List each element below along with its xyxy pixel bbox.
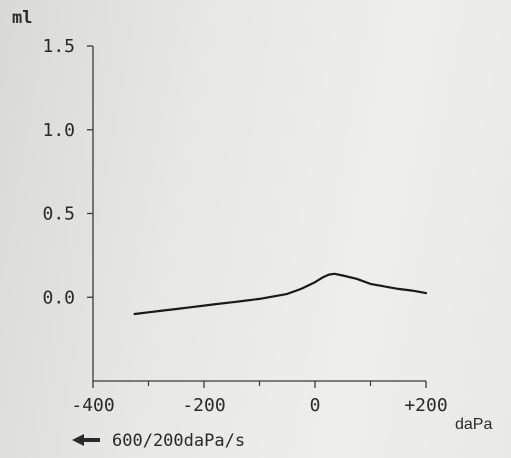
y-tick-label: 0.0 [42, 287, 75, 308]
y-axis-unit-label: ml [12, 8, 32, 28]
y-tick-label: 1.0 [42, 120, 75, 141]
x-axis-unit-label: daPa [455, 416, 492, 433]
y-tick-label: 0.5 [42, 204, 75, 225]
scan-rate-label: 600/200daPa/s [112, 431, 245, 451]
x-tick-label: +200 [404, 395, 447, 416]
y-tick-label: 1.5 [42, 36, 75, 57]
x-tick-label: -400 [71, 395, 114, 416]
x-tick-label: 0 [310, 395, 321, 416]
arrow-left-icon [72, 434, 100, 446]
series-line [133, 272, 428, 316]
x-tick-label: -200 [182, 395, 225, 416]
chart-ticks [87, 45, 427, 388]
chart-tick-labels: 0.0 0.5 1.0 1.5 -400 -200 0 +200 [42, 36, 447, 416]
chart-axes [92, 46, 426, 382]
scan-rate-indicator: 600/200daPa/s [72, 431, 245, 451]
